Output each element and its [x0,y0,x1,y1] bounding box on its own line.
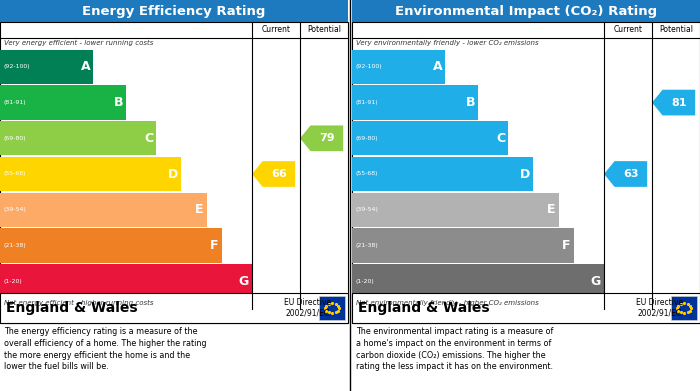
Bar [319,296,345,320]
Text: E: E [547,203,556,216]
Polygon shape [652,90,695,115]
Text: D: D [520,167,531,181]
Text: Environmental Impact (CO₂) Rating: Environmental Impact (CO₂) Rating [395,5,657,18]
Text: A: A [433,60,442,74]
Text: (81-91): (81-91) [4,100,27,105]
Polygon shape [300,126,343,151]
Text: (39-54): (39-54) [4,207,27,212]
Polygon shape [252,161,295,187]
Text: G: G [239,274,249,288]
Polygon shape [604,161,648,187]
Bar [352,86,478,120]
Text: (39-54): (39-54) [356,207,379,212]
Bar [352,22,700,323]
Text: A: A [80,60,90,74]
Bar [352,193,559,227]
Bar [671,296,697,320]
Text: 63: 63 [623,169,638,179]
Text: 66: 66 [271,169,287,179]
Text: Current: Current [613,25,643,34]
Text: (69-80): (69-80) [4,136,27,141]
Bar [0,193,206,227]
Bar [0,86,126,120]
Text: 79: 79 [319,133,335,143]
Text: (92-100): (92-100) [4,65,31,69]
Text: Potential: Potential [659,25,693,34]
Text: (1-20): (1-20) [4,279,22,283]
Text: C: C [144,132,153,145]
Bar [352,228,574,262]
Bar [0,157,181,191]
Text: Potential: Potential [307,25,341,34]
Text: Energy Efficiency Rating: Energy Efficiency Rating [83,5,266,18]
Bar [0,0,348,22]
Text: D: D [168,167,178,181]
Text: 81: 81 [671,98,687,108]
Text: E: E [195,203,204,216]
Text: Very environmentally friendly - lower CO₂ emissions: Very environmentally friendly - lower CO… [356,40,538,46]
Text: (21-38): (21-38) [4,243,27,248]
Text: (69-80): (69-80) [356,136,379,141]
Text: England & Wales: England & Wales [358,301,489,315]
Text: (92-100): (92-100) [356,65,383,69]
Bar [0,264,252,298]
Text: F: F [210,239,219,252]
Bar [0,22,348,323]
Text: The energy efficiency rating is a measure of the
overall efficiency of a home. T: The energy efficiency rating is a measur… [4,327,206,371]
Text: (55-68): (55-68) [356,172,379,176]
Bar [352,50,445,84]
Bar [352,121,508,155]
Bar [0,50,93,84]
Bar [352,157,533,191]
Text: (81-91): (81-91) [356,100,379,105]
Text: EU Directive
2002/91/EC: EU Directive 2002/91/EC [636,298,682,318]
Text: (1-20): (1-20) [356,279,374,283]
Text: (55-68): (55-68) [4,172,27,176]
Bar [352,0,700,22]
Bar [0,228,222,262]
Text: F: F [562,239,570,252]
Text: (21-38): (21-38) [356,243,379,248]
Bar [0,121,156,155]
Text: Not energy efficient - higher running costs: Not energy efficient - higher running co… [4,300,153,306]
Bar [0,293,348,323]
Text: Current: Current [262,25,290,34]
Text: Very energy efficient - lower running costs: Very energy efficient - lower running co… [4,40,153,46]
Bar [352,264,604,298]
Text: B: B [113,96,123,109]
Text: C: C [496,132,505,145]
Text: England & Wales: England & Wales [6,301,138,315]
Text: EU Directive
2002/91/EC: EU Directive 2002/91/EC [284,298,331,318]
Text: Not environmentally friendly - higher CO₂ emissions: Not environmentally friendly - higher CO… [356,300,539,306]
Text: B: B [466,96,475,109]
Text: The environmental impact rating is a measure of
a home's impact on the environme: The environmental impact rating is a mea… [356,327,554,371]
Bar [352,293,700,323]
Text: G: G [591,274,601,288]
